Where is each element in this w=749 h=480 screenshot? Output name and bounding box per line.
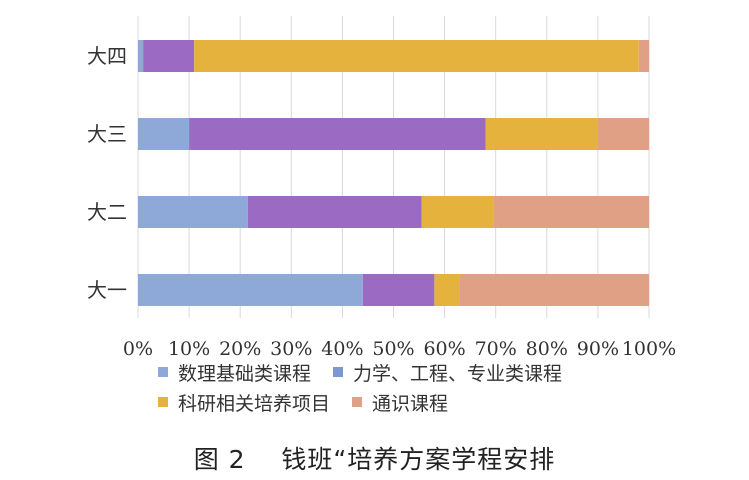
category-label: 大二 — [87, 200, 127, 224]
category-label: 大三 — [87, 122, 127, 146]
category-label: 大四 — [87, 44, 127, 68]
bar-segment — [459, 274, 649, 306]
bar-segment — [143, 40, 195, 72]
legend-swatch — [158, 397, 168, 407]
x-tick-label: 50% — [372, 338, 414, 360]
legend: 数理基础类课程 力学、工程、专业类课程 科研相关培养项目 通识课程 — [158, 357, 584, 417]
figure-number: 图 2 — [193, 445, 246, 474]
legend-item: 力学、工程、专业类课程 — [333, 359, 562, 386]
x-tick-label: 20% — [219, 338, 261, 360]
x-tick-label: 40% — [321, 338, 363, 360]
legend-label: 数理基础类课程 — [178, 362, 312, 385]
bar-segment — [434, 274, 460, 306]
bar-segment — [189, 118, 486, 150]
bar-segment — [194, 40, 639, 72]
x-tick-label: 0% — [123, 338, 153, 360]
x-tick-label: 80% — [526, 338, 568, 360]
x-tick-label: 70% — [475, 338, 517, 360]
bar-segment — [485, 118, 598, 150]
legend-label: 通识课程 — [372, 392, 449, 415]
bar-segment — [247, 196, 422, 228]
x-tick-label: 30% — [270, 338, 312, 360]
figure-title: 钱班“培养方案学程安排 — [281, 445, 556, 474]
legend-item: 数理基础类课程 — [158, 359, 311, 386]
legend-swatch — [158, 367, 168, 377]
bar-segment — [362, 274, 435, 306]
x-tick-label: 100% — [622, 338, 676, 360]
bar-segment — [138, 118, 190, 150]
bars — [138, 40, 649, 306]
bar-segment — [138, 274, 363, 306]
bar-segment — [421, 196, 494, 228]
legend-label: 力学、工程、专业类课程 — [353, 362, 563, 385]
legend-label: 科研相关培养项目 — [178, 392, 331, 415]
bar-segment — [597, 118, 649, 150]
legend-row-2: 科研相关培养项目 通识课程 — [158, 387, 584, 417]
x-tick-label: 90% — [577, 338, 619, 360]
legend-item: 科研相关培养项目 — [158, 389, 330, 416]
x-tick-label: 60% — [423, 338, 465, 360]
bar-segment — [638, 40, 649, 72]
category-label: 大一 — [87, 278, 127, 302]
x-tick-label: 10% — [168, 338, 210, 360]
bar-segment — [138, 40, 144, 72]
x-axis-ticks: 0% 10% 20% 30% 40% 50% 60% 70% 80% 90% 100% — [123, 338, 676, 360]
legend-row-1: 数理基础类课程 力学、工程、专业类课程 — [158, 357, 584, 387]
legend-swatch — [333, 367, 344, 377]
legend-swatch — [352, 397, 363, 407]
legend-item: 通识课程 — [352, 389, 448, 416]
figure-caption: 图 2 钱班“培养方案学程安排 — [0, 440, 749, 476]
bar-segment — [138, 196, 248, 228]
bar-segment — [493, 196, 649, 228]
